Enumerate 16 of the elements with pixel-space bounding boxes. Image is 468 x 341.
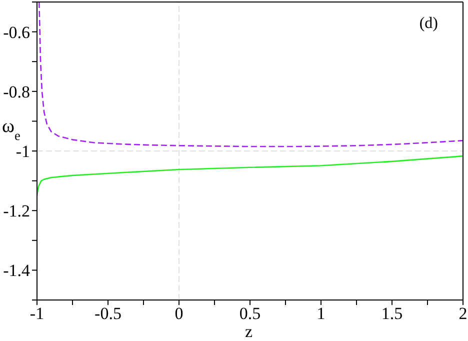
y-tick-label: -1.4 bbox=[3, 261, 30, 280]
x-tick-label: 1.5 bbox=[381, 304, 403, 324]
y-tick-label: -0.8 bbox=[3, 82, 30, 102]
x-tick-label: -0.5 bbox=[94, 304, 122, 324]
y-tick-label: -0.6 bbox=[3, 22, 30, 42]
x-tick-label: 2 bbox=[458, 304, 468, 324]
x-tick-label: -1 bbox=[30, 304, 44, 324]
annotation: (d) bbox=[419, 15, 438, 33]
x-axis-title: z bbox=[245, 322, 253, 341]
x-tick-label: 0 bbox=[174, 304, 184, 324]
y-tick-label: -1.2 bbox=[3, 202, 30, 221]
y-tick-label: -1 bbox=[16, 142, 30, 162]
line-series bbox=[37, 155, 463, 196]
y-axis-title: ω$_{e}$ bbox=[2, 116, 21, 142]
x-tick-label: 0.5 bbox=[239, 304, 261, 324]
x-tick-label: 1 bbox=[316, 304, 326, 324]
